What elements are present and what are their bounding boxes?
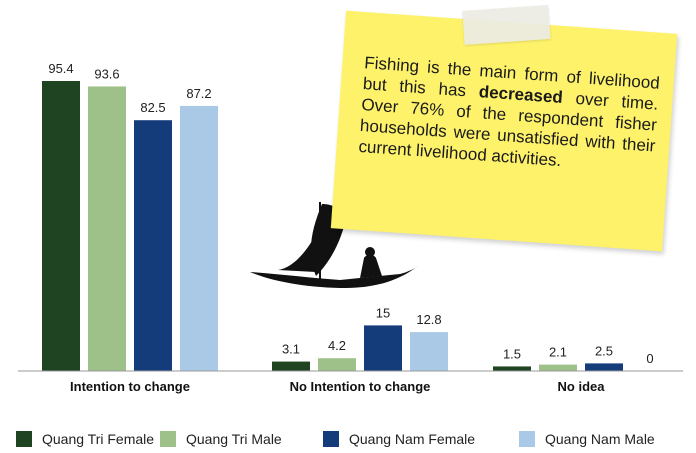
data-label: 0: [646, 351, 653, 366]
data-label: 2.1: [549, 345, 567, 360]
legend-swatch-quang-tri-male: [160, 431, 176, 447]
legend-label-quang-tri-male: Quang Tri Male: [186, 431, 282, 447]
bar-quang-nam-female-no-intention-to-change: [364, 325, 402, 371]
legend-swatch-quang-nam-male: [519, 431, 535, 447]
data-label: 93.6: [94, 66, 119, 81]
bar-quang-tri-female-intention-to-change: [42, 80, 80, 371]
data-label: 1.5: [503, 346, 521, 361]
bar-quang-nam-male-intention-to-change: [180, 105, 218, 372]
data-label: 4.2: [328, 338, 346, 353]
category-label-intention-to-change: Intention to change: [70, 379, 190, 394]
data-label: 2.5: [595, 343, 613, 358]
sticky-note: Fishing is the main form of livelihood b…: [330, 4, 678, 252]
bar-quang-tri-male-no-intention-to-change: [318, 358, 356, 371]
data-label: 3.1: [282, 342, 300, 357]
legend-label-quang-nam-male: Quang Nam Male: [545, 431, 655, 447]
data-label: 82.5: [140, 100, 165, 115]
legend-label-quang-nam-female: Quang Nam Female: [349, 431, 475, 447]
legend-label-quang-tri-female: Quang Tri Female: [42, 431, 154, 447]
data-label: 87.2: [186, 86, 211, 101]
bar-quang-tri-male-intention-to-change: [88, 86, 126, 372]
category-label-no-intention-to-change: No Intention to change: [290, 379, 431, 394]
bar-quang-tri-female-no-idea: [493, 366, 531, 371]
tape-strip: [462, 4, 551, 45]
bar-quang-tri-male-no-idea: [539, 364, 577, 371]
data-label: 12.8: [416, 312, 441, 327]
bar-quang-nam-female-intention-to-change: [134, 120, 172, 371]
bar-quang-nam-male-no-intention-to-change: [410, 332, 448, 371]
data-label: 95.4: [48, 61, 73, 76]
category-label-no-idea: No idea: [558, 379, 606, 394]
data-label: 15: [376, 305, 390, 320]
legend-swatch-quang-tri-female: [16, 431, 32, 447]
note-text: Fishing is the main form of livelihood b…: [358, 52, 661, 177]
bar-quang-nam-female-no-idea: [585, 363, 623, 371]
legend-swatch-quang-nam-female: [323, 431, 339, 447]
bar-quang-tri-female-no-intention-to-change: [272, 361, 310, 371]
